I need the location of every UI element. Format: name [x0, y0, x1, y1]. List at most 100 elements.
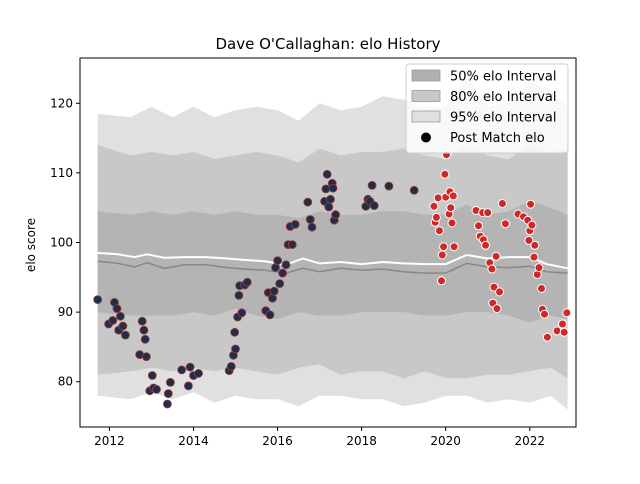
- elo-point-dark: [147, 371, 157, 380]
- elo-point-dark: [242, 277, 252, 287]
- elo-point-dark: [234, 290, 244, 300]
- upper-elo-line: [97, 251, 568, 270]
- elo-point-red: [530, 240, 540, 250]
- elo-point-dark: [307, 222, 317, 232]
- elo-point-dark: [369, 201, 379, 211]
- elo-point-dark: [331, 210, 341, 220]
- elo-point-red: [431, 212, 441, 222]
- elo-point-dark: [326, 194, 335, 204]
- legend-box: [405, 63, 569, 154]
- x-tick-label: 2016: [262, 434, 293, 448]
- elo-point-dark: [231, 344, 240, 354]
- elo-point-red: [529, 252, 539, 262]
- y-tick-label: 90: [58, 305, 73, 319]
- elo-point-red: [483, 208, 493, 218]
- elo-point-red: [497, 199, 507, 208]
- elo-point-dark: [185, 362, 195, 372]
- elo-point-red: [449, 242, 459, 252]
- elo-point-dark: [108, 316, 118, 325]
- elo-point-dark: [278, 268, 288, 278]
- y-tick-label: 100: [50, 236, 73, 250]
- elo-point-red: [446, 203, 456, 213]
- elo-point-red: [474, 221, 483, 231]
- elo-point-red: [552, 326, 562, 336]
- elo-point-red: [434, 226, 444, 236]
- elo-point-red: [481, 240, 491, 250]
- legend-swatch: [411, 69, 441, 82]
- elo-point-red: [558, 319, 567, 329]
- legend-swatch: [411, 90, 441, 102]
- elo-point-dark: [273, 256, 283, 266]
- elo-point-dark: [116, 311, 125, 321]
- elo-point-dark: [328, 183, 338, 193]
- chart-title: Dave O'Callaghan: elo History: [216, 35, 441, 53]
- y-axis-label: elo score: [24, 218, 38, 272]
- plot-area: [93, 75, 572, 410]
- elo-point-dark: [194, 368, 203, 378]
- elo-point-red: [448, 191, 458, 201]
- elo-point-dark: [303, 197, 313, 207]
- legend-swatch: [411, 110, 441, 123]
- elo-point-dark: [265, 310, 275, 320]
- elo-point-dark: [367, 180, 377, 190]
- x-tick-label: 2022: [514, 434, 545, 448]
- elo-point-dark: [324, 202, 334, 212]
- x-tick-label: 2018: [346, 434, 377, 448]
- elo-point-dark: [237, 308, 247, 318]
- elo-point-red: [526, 199, 536, 209]
- elo-point-red: [437, 250, 447, 260]
- elo-point-dark: [322, 169, 332, 179]
- legend-label: 50% elo Interval: [450, 70, 557, 85]
- elo-point-dark: [183, 381, 193, 391]
- elo-point-dark: [226, 361, 236, 371]
- elo-point-red: [433, 193, 443, 203]
- elo-point-dark: [152, 384, 161, 394]
- y-tick-label: 80: [58, 375, 73, 389]
- elo-point-red: [527, 220, 537, 230]
- elo-point-dark: [165, 377, 175, 387]
- elo-point-red: [562, 308, 572, 318]
- elo-point-red: [440, 169, 450, 179]
- elo-point-dark: [163, 389, 173, 399]
- elo-point-dark: [275, 279, 285, 289]
- elo-point-red: [429, 201, 439, 211]
- y-tick-label: 110: [50, 166, 73, 180]
- elo-point-red: [491, 251, 501, 261]
- elo-point-red: [437, 276, 446, 286]
- elo-point-dark: [121, 330, 130, 340]
- legend-label: Post Match elo: [450, 131, 545, 146]
- elo-point-red: [492, 304, 502, 314]
- x-tick-label: 2014: [178, 434, 209, 448]
- elo-point-dark: [162, 399, 172, 409]
- elo-point-dark: [305, 215, 315, 224]
- elo-point-red: [439, 242, 449, 252]
- elo-point-red: [534, 263, 544, 273]
- elo-point-dark: [141, 352, 151, 362]
- elo-point-dark: [409, 185, 419, 195]
- elo-point-red: [524, 235, 534, 245]
- elo-point-red: [500, 219, 510, 229]
- elo-point-dark: [118, 321, 128, 331]
- elo-point-dark: [281, 260, 291, 270]
- legend: 50% elo Interval 80% elo Interval 95% elo …: [405, 63, 569, 154]
- elo-point-red: [559, 327, 569, 337]
- elo-point-dark: [287, 240, 297, 250]
- elo-point-dark: [93, 295, 103, 305]
- legend-marker: [421, 132, 431, 143]
- legend-label: 80% elo Interval: [450, 90, 557, 105]
- elo-point-dark: [230, 327, 240, 337]
- legend-label: 95% elo Interval: [450, 111, 557, 126]
- x-tick-label: 2012: [94, 434, 125, 448]
- elo-point-dark: [269, 286, 279, 296]
- elo-point-dark: [140, 334, 150, 344]
- elo-point-dark: [112, 304, 122, 314]
- elo-point-red: [537, 284, 546, 293]
- elo-point-dark: [290, 219, 300, 229]
- elo-point-red: [447, 218, 457, 228]
- elo-point-dark: [384, 181, 394, 191]
- elo-point-red: [542, 332, 552, 342]
- x-tick-label: 2020: [430, 434, 461, 448]
- elo-point-dark: [139, 325, 149, 335]
